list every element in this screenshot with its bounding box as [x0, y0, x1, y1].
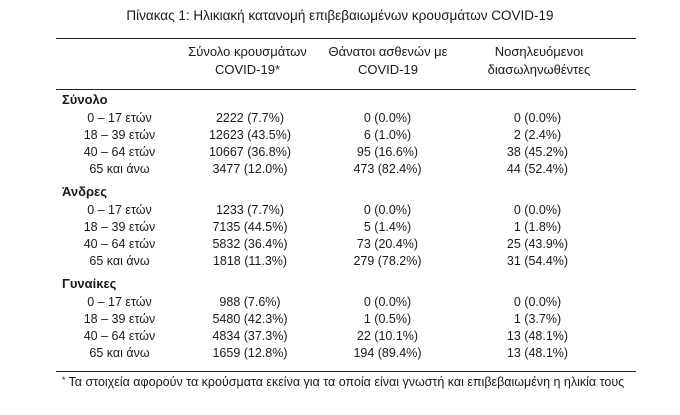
- table-row: 65 και άνω 1659 (12.8%) 194 (89.4%) 13 (…: [0, 345, 680, 361]
- deaths-cell: 194 (89.4%): [353, 346, 422, 360]
- cases-cell: 3477 (12.0%): [212, 162, 288, 176]
- footnote-marker: *: [62, 375, 66, 385]
- deaths-cell: 22 (10.1%): [356, 329, 419, 343]
- deaths-cell: 1 (0.5%): [363, 312, 412, 326]
- table-row: 0 – 17 ετών 2222 (7.7%) 0 (0.0%) 0 (0.0%…: [0, 110, 680, 126]
- deaths-cell: 0 (0.0%): [363, 203, 412, 217]
- age-cell: 18 – 39 ετών: [83, 128, 156, 142]
- age-cell: 65 και άνω: [89, 162, 150, 176]
- table-row: 0 – 17 ετών 988 (7.6%) 0 (0.0%) 0 (0.0%): [0, 294, 680, 310]
- age-cell: 0 – 17 ετών: [87, 111, 152, 125]
- header-intubated: Νοσηλευόμενοι διασωληνωθέντες: [474, 43, 604, 79]
- deaths-cell: 5 (1.4%): [363, 220, 412, 234]
- intubated-cell: 25 (43.9%): [506, 237, 569, 251]
- age-cell: 40 – 64 ετών: [83, 329, 156, 343]
- header-rule: [56, 89, 636, 90]
- cases-cell: 2222 (7.7%): [215, 111, 285, 125]
- table-row: 40 – 64 ετών 4834 (37.3%) 22 (10.1%) 13 …: [0, 328, 680, 344]
- age-cell: 0 – 17 ετών: [87, 295, 152, 309]
- cases-cell: 5480 (42.3%): [212, 312, 288, 326]
- age-cell: 40 – 64 ετών: [83, 237, 156, 251]
- deaths-cell: 6 (1.0%): [363, 128, 412, 142]
- age-cell: 18 – 39 ετών: [83, 312, 156, 326]
- intubated-cell: 2 (2.4%): [513, 128, 562, 142]
- deaths-cell: 279 (78.2%): [353, 254, 422, 268]
- top-rule: [56, 38, 636, 39]
- header-intubated-line2: διασωληνωθέντες: [487, 62, 591, 77]
- intubated-cell: 0 (0.0%): [513, 111, 562, 125]
- intubated-cell: 0 (0.0%): [513, 295, 562, 309]
- age-cell: 65 και άνω: [89, 254, 150, 268]
- group-label-men: Άνδρες: [62, 184, 107, 199]
- cases-cell: 7135 (44.5%): [212, 220, 288, 234]
- header-total-cases: Σύνολο κρουσμάτων COVID-19*: [185, 43, 310, 79]
- table-row: 40 – 64 ετών 5832 (36.4%) 73 (20.4%) 25 …: [0, 236, 680, 252]
- intubated-cell: 31 (54.4%): [506, 254, 569, 268]
- deaths-cell: 473 (82.4%): [353, 162, 422, 176]
- age-cell: 65 και άνω: [89, 346, 150, 360]
- age-cell: 0 – 17 ετών: [87, 203, 152, 217]
- intubated-cell: 38 (45.2%): [506, 145, 569, 159]
- table-row: 40 – 64 ετών 10667 (36.8%) 95 (16.6%) 38…: [0, 144, 680, 160]
- cases-cell: 1233 (7.7%): [215, 203, 285, 217]
- table-row: 18 – 39 ετών 12623 (43.5%) 6 (1.0%) 2 (2…: [0, 127, 680, 143]
- cases-cell: 1659 (12.8%): [212, 346, 288, 360]
- deaths-cell: 0 (0.0%): [363, 111, 412, 125]
- header-deaths: Θάνατοι ασθενών με COVID-19: [318, 43, 458, 79]
- intubated-cell: 13 (48.1%): [506, 329, 569, 343]
- table-row: 18 – 39 ετών 7135 (44.5%) 5 (1.4%) 1 (1.…: [0, 219, 680, 235]
- table-row: 18 – 39 ετών 5480 (42.3%) 1 (0.5%) 1 (3.…: [0, 311, 680, 327]
- cases-cell: 12623 (43.5%): [208, 128, 291, 142]
- header-total-cases-line2: COVID-19*: [214, 62, 281, 77]
- deaths-cell: 95 (16.6%): [356, 145, 419, 159]
- group-label-women: Γυναίκες: [62, 276, 117, 291]
- cases-cell: 4834 (37.3%): [212, 329, 288, 343]
- cases-cell: 988 (7.6%): [219, 295, 281, 309]
- header-deaths-line1: Θάνατοι ασθενών με: [328, 44, 448, 59]
- intubated-cell: 1 (3.7%): [513, 312, 562, 326]
- intubated-cell: 0 (0.0%): [513, 203, 562, 217]
- cases-cell: 1818 (11.3%): [212, 254, 288, 268]
- table-row: 0 – 17 ετών 1233 (7.7%) 0 (0.0%) 0 (0.0%…: [0, 202, 680, 218]
- intubated-cell: 13 (48.1%): [506, 346, 569, 360]
- cases-cell: 10667 (36.8%): [208, 145, 291, 159]
- table-row: 65 και άνω 1818 (11.3%) 279 (78.2%) 31 (…: [0, 253, 680, 269]
- header-intubated-line1: Νοσηλευόμενοι: [494, 44, 584, 59]
- deaths-cell: 73 (20.4%): [356, 237, 419, 251]
- table-row: 65 και άνω 3477 (12.0%) 473 (82.4%) 44 (…: [0, 161, 680, 177]
- cases-cell: 5832 (36.4%): [212, 237, 288, 251]
- age-cell: 18 – 39 ετών: [83, 220, 156, 234]
- intubated-cell: 1 (1.8%): [513, 220, 562, 234]
- age-cell: 40 – 64 ετών: [83, 145, 156, 159]
- bottom-rule: [56, 371, 636, 372]
- deaths-cell: 0 (0.0%): [363, 295, 412, 309]
- intubated-cell: 44 (52.4%): [506, 162, 569, 176]
- header-total-cases-line1: Σύνολο κρουσμάτων: [188, 44, 307, 59]
- group-label-total: Σύνολο: [62, 92, 108, 107]
- footnote-text: Τα στοιχεία αφορούν τα κρούσματα εκείνα …: [68, 375, 625, 389]
- table-title: Πίνακας 1: Ηλικιακή κατανομή επιβεβαιωμέ…: [126, 8, 554, 23]
- header-deaths-line2: COVID-19: [358, 62, 418, 77]
- footnote: * Τα στοιχεία αφορούν τα κρούσματα εκείνα…: [62, 374, 624, 390]
